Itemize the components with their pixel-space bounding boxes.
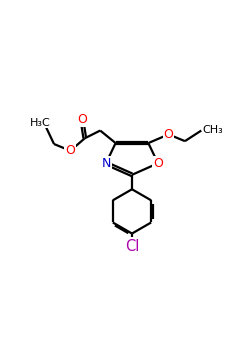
- Text: H₃C: H₃C: [30, 118, 51, 128]
- Text: O: O: [66, 144, 75, 157]
- Text: O: O: [153, 157, 163, 170]
- Text: N: N: [101, 157, 111, 170]
- Text: Cl: Cl: [125, 239, 139, 253]
- Text: CH₃: CH₃: [202, 125, 223, 135]
- Text: O: O: [164, 128, 173, 141]
- Text: O: O: [77, 113, 87, 126]
